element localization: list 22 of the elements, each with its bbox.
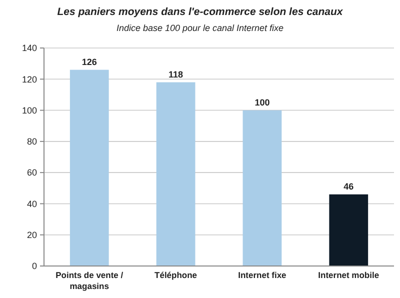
x-tick-label: Points de vente / magasins [56, 270, 124, 291]
y-tick-label: 40 [26, 198, 37, 209]
data-label: 118 [168, 69, 184, 80]
chart-subtitle: Indice base 100 pour le canal Internet fixe [116, 23, 284, 33]
data-label: 126 [82, 56, 97, 67]
y-tick-label: 60 [26, 168, 37, 178]
y-tick-label: 20 [26, 230, 37, 240]
data-label: 46 [344, 181, 354, 192]
bar [70, 70, 109, 266]
chart-title: Les paniers moyens dans l'e-commerce selon les canaux [57, 6, 344, 18]
y-tick-label: 80 [26, 136, 37, 147]
x-tick-label: Internet fixe [238, 270, 287, 280]
bar [156, 82, 196, 266]
bar [329, 194, 368, 266]
bar [242, 110, 282, 266]
y-tick-label: 140 [22, 43, 37, 54]
y-tick-label: 0 [32, 261, 37, 272]
y-tick-label: 120 [22, 74, 37, 84]
x-tick-label: Internet mobile [318, 270, 380, 280]
y-tick-label: 100 [22, 105, 37, 116]
x-tick-label: Téléphone [154, 270, 198, 280]
data-label: 100 [254, 97, 270, 108]
